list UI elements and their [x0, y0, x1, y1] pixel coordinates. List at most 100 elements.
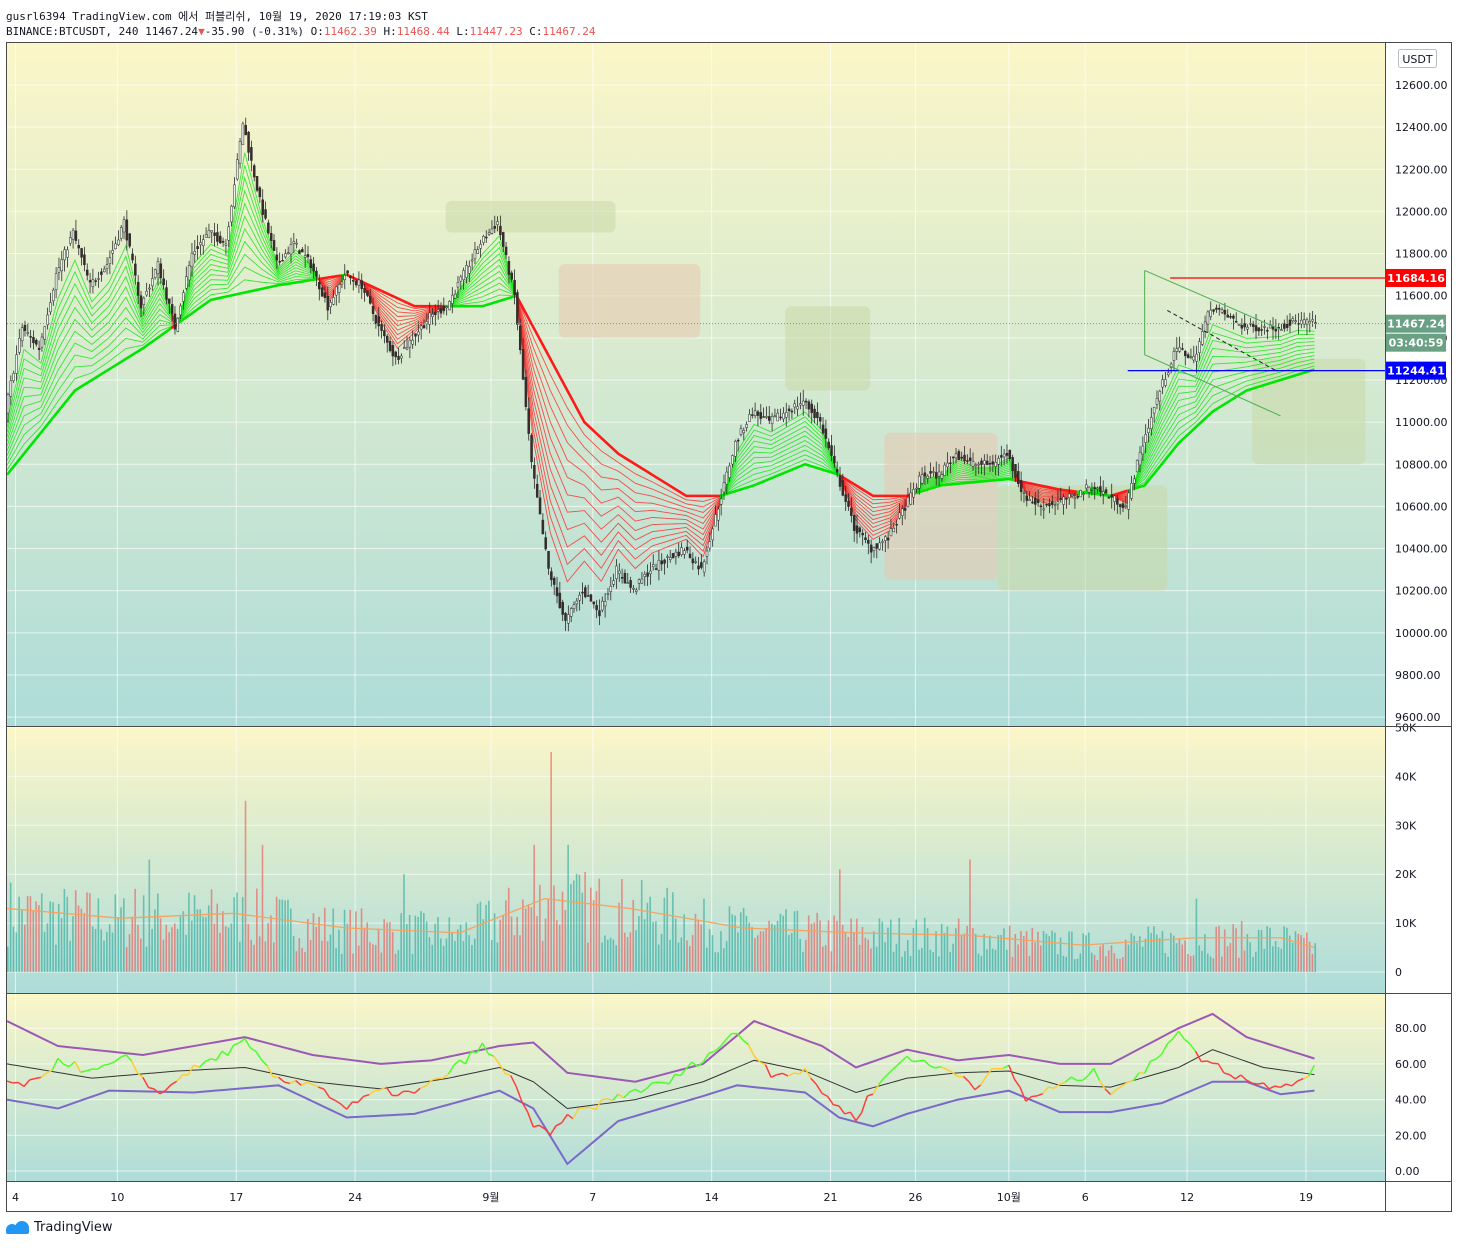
- volume-bar: [258, 936, 261, 972]
- volume-bar: [193, 895, 196, 972]
- footer-brand[interactable]: TradingView: [6, 1220, 113, 1235]
- ribbon-line: [838, 474, 913, 509]
- ribbon-line: [318, 277, 342, 285]
- candle-body: [165, 287, 168, 300]
- volume-bar: [1124, 939, 1127, 972]
- volume-bar: [717, 952, 719, 972]
- price-axis[interactable]: [1386, 43, 1451, 1181]
- candle-body: [1300, 319, 1303, 325]
- volume-bar: [824, 945, 827, 972]
- candle-body: [1059, 498, 1063, 500]
- cloud-blob: [1252, 358, 1366, 465]
- price-pane[interactable]: [7, 43, 1385, 726]
- price-tick-label: 10600.00: [1395, 500, 1448, 513]
- bb-lower-line: [6, 1080, 1315, 1166]
- rsi-segment: [176, 1074, 184, 1082]
- candle-body: [1036, 499, 1040, 503]
- volume-bar: [918, 949, 920, 972]
- volume-bar: [270, 915, 272, 972]
- volume-bar: [677, 942, 680, 972]
- volume-bar: [335, 947, 337, 972]
- candle-body: [813, 408, 816, 419]
- rsi-segment: [714, 1046, 721, 1052]
- volume-bar: [117, 917, 119, 972]
- rsi-segment: [867, 1093, 874, 1097]
- ribbon-line: [912, 467, 1015, 496]
- candle-body: [683, 550, 686, 555]
- time-tick-label: 6: [1082, 1191, 1089, 1204]
- volume-bar: [773, 925, 776, 972]
- volume-bar: [932, 952, 935, 972]
- candle-body: [1045, 503, 1048, 506]
- rsi-segment: [691, 1061, 698, 1067]
- time-axis[interactable]: [7, 1182, 1451, 1211]
- candle-body: [108, 257, 112, 264]
- volume-bar: [1054, 932, 1056, 972]
- volume-bar: [728, 906, 731, 972]
- volume-bar: [321, 940, 323, 972]
- rsi-segment: [1178, 1030, 1185, 1040]
- ribbon-line: [912, 476, 1015, 495]
- candle-body: [15, 354, 18, 374]
- candle-body: [244, 125, 247, 136]
- oscillator-pane[interactable]: [7, 994, 1385, 1181]
- volume-bar: [878, 918, 881, 972]
- rsi-segment: [759, 1061, 766, 1066]
- volume-bar: [275, 896, 278, 972]
- time-tick-label: 17: [229, 1191, 243, 1204]
- candle-body: [1062, 496, 1065, 505]
- ribbon-line: [1014, 475, 1077, 495]
- volume-bar: [156, 893, 159, 972]
- rsi-segment: [940, 1066, 947, 1070]
- open-label: O:: [310, 25, 324, 38]
- rsi-segment: [646, 1082, 653, 1090]
- volume-bar: [853, 931, 855, 972]
- candle-body: [521, 349, 525, 380]
- volume-bar: [1122, 957, 1124, 972]
- cloud-blob: [785, 306, 871, 391]
- candle-body: [419, 325, 423, 330]
- volume-bar: [46, 923, 49, 972]
- trend-drawings[interactable]: [7, 269, 1385, 417]
- candle-body: [368, 295, 372, 304]
- volume-bar: [1266, 926, 1268, 972]
- volume-bar: [1300, 935, 1302, 972]
- candle-body: [742, 430, 746, 434]
- ribbon-line: [1014, 477, 1077, 493]
- rsi-segment: [17, 1081, 25, 1088]
- symbol-label[interactable]: BINANCE:BTCUSDT, 240: [6, 25, 139, 38]
- rsi-segment: [1194, 1051, 1202, 1063]
- volume-bar: [782, 915, 785, 972]
- volume-ma-line: [6, 897, 1315, 949]
- rsi-segment: [1183, 1038, 1191, 1045]
- volume-bar: [1011, 956, 1014, 972]
- volume-bar: [1147, 926, 1150, 972]
- candle-body: [804, 400, 808, 403]
- candle-body: [1167, 372, 1170, 376]
- candle-body: [629, 580, 632, 588]
- candle-body: [535, 483, 539, 498]
- volume-bar: [389, 922, 391, 972]
- candle-body: [1198, 341, 1201, 354]
- volume-bar: [210, 889, 213, 972]
- chart-area[interactable]: 12600.0012400.0012200.0012000.0011800.00…: [0, 0, 1458, 1218]
- candle-body: [1068, 493, 1071, 499]
- ribbon-line: [719, 454, 840, 498]
- time-tick-label: 7: [589, 1191, 596, 1204]
- volume-bar: [29, 896, 32, 972]
- rsi-segment: [453, 1059, 461, 1066]
- candle-body: [674, 551, 678, 557]
- candle-body: [943, 464, 946, 476]
- rsi-segment: [1093, 1068, 1101, 1081]
- ribbon-line: [719, 444, 840, 500]
- volume-bar: [1153, 926, 1155, 972]
- currency-badge[interactable]: USDT: [1398, 49, 1437, 68]
- volume-bar: [621, 879, 623, 972]
- volume-bar: [921, 948, 923, 972]
- candle-body: [46, 314, 49, 326]
- volume-bar: [80, 908, 83, 972]
- candle-body: [603, 601, 607, 607]
- candle-body: [643, 574, 646, 577]
- volume-bar: [224, 926, 227, 972]
- candle-body: [1118, 504, 1122, 508]
